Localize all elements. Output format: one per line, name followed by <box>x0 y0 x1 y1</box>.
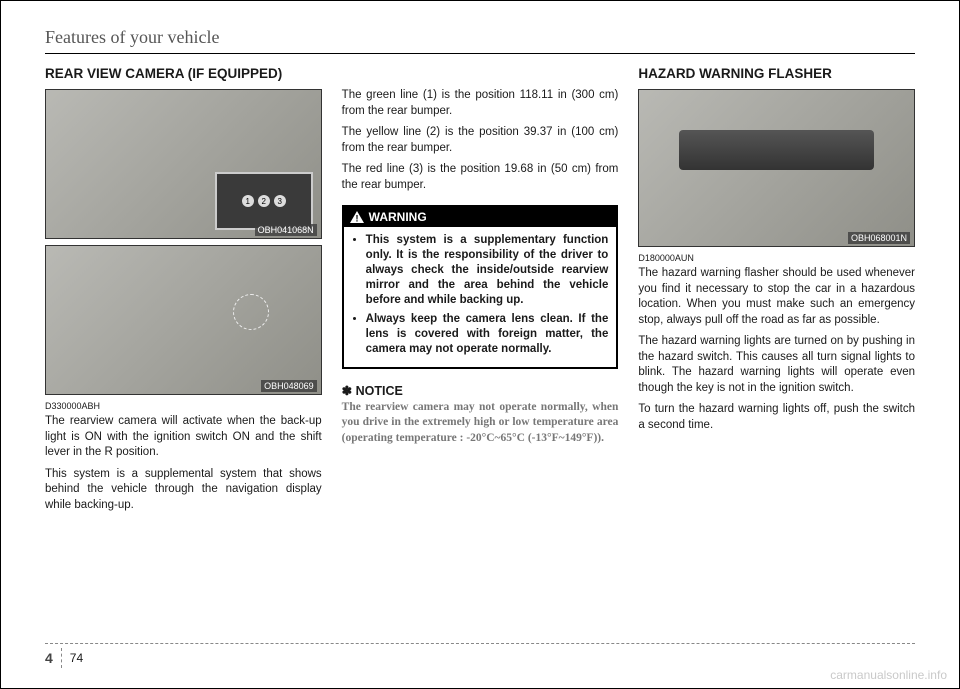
section-header: Features of your vehicle <box>45 27 915 54</box>
figure-dashboard: OBH068001N <box>638 89 915 247</box>
column-3: HAZARD WARNING FLASHER OBH068001N D18000… <box>638 66 915 519</box>
paragraph: The hazard warning flasher should be use… <box>638 266 915 328</box>
marker-3: 3 <box>274 195 286 207</box>
watermark: carmanualsonline.info <box>830 668 947 682</box>
paragraph: The green line (1) is the position 118.1… <box>342 88 619 119</box>
figure-inset-display: 1 2 3 <box>215 172 313 230</box>
page-footer: 4 74 <box>45 643 915 668</box>
figure-tag: OBH048069 <box>261 380 317 392</box>
warning-box: ! WARNING This system is a supplementary… <box>342 205 619 369</box>
content-columns: REAR VIEW CAMERA (IF EQUIPPED) 1 2 3 OBH… <box>45 66 915 519</box>
column-1: REAR VIEW CAMERA (IF EQUIPPED) 1 2 3 OBH… <box>45 66 322 519</box>
figure-tag: OBH068001N <box>848 232 910 244</box>
column-2: The green line (1) is the position 118.1… <box>342 66 619 519</box>
paragraph: The red line (3) is the position 19.68 i… <box>342 162 619 193</box>
paragraph: This system is a supplemental system tha… <box>45 467 322 514</box>
chapter-number: 4 <box>45 648 62 668</box>
rear-camera-heading: REAR VIEW CAMERA (IF EQUIPPED) <box>45 66 322 81</box>
figure-gear-shift: 1 2 3 OBH041068N <box>45 89 322 239</box>
figure-tag: OBH041068N <box>255 224 317 236</box>
notice-heading: ✽ NOTICE <box>342 383 619 398</box>
paragraph: The rearview camera will activate when t… <box>45 414 322 461</box>
hazard-heading: HAZARD WARNING FLASHER <box>638 66 915 81</box>
warning-icon: ! <box>350 211 364 223</box>
warning-body: This system is a supplementary function … <box>344 227 617 367</box>
warning-item: This system is a supplementary function … <box>366 233 609 308</box>
notice-body: The rearview camera may not operate norm… <box>342 400 619 447</box>
marker-2: 2 <box>258 195 270 207</box>
paragraph: To turn the hazard warning lights off, p… <box>638 402 915 433</box>
marker-1: 1 <box>242 195 254 207</box>
paragraph: The yellow line (2) is the position 39.3… <box>342 125 619 156</box>
page-number: 74 <box>62 651 83 665</box>
paragraph: The hazard warning lights are turned on … <box>638 334 915 396</box>
manual-page: Features of your vehicle REAR VIEW CAMER… <box>0 0 960 689</box>
ref-code: D330000ABH <box>45 401 322 411</box>
warning-title: WARNING <box>369 210 427 224</box>
svg-text:!: ! <box>355 214 358 224</box>
warning-header: ! WARNING <box>344 207 617 227</box>
warning-item: Always keep the camera lens clean. If th… <box>366 312 609 357</box>
ref-code: D180000AUN <box>638 253 915 263</box>
figure-trunk-camera: OBH048069 <box>45 245 322 395</box>
